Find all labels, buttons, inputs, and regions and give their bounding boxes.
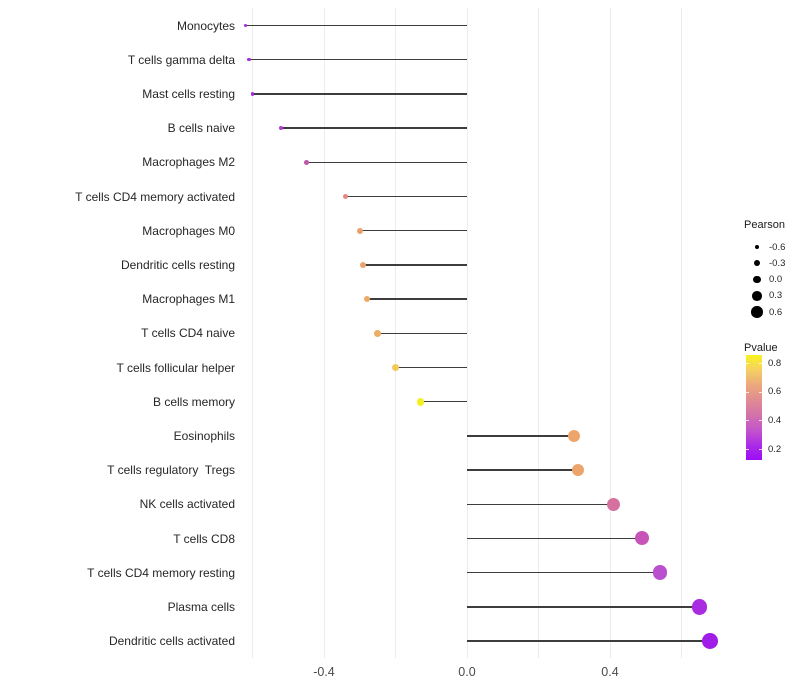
pvalue-colorbar-label: 0.4: [768, 414, 782, 426]
gridline: [252, 8, 253, 658]
pearson-legend-dot: [755, 245, 759, 249]
y-axis-label: Macrophages M2: [142, 155, 235, 170]
y-axis-label: Macrophages M0: [142, 223, 235, 238]
y-axis-label: T cells CD4 memory resting: [87, 565, 235, 580]
gridline: [466, 8, 468, 658]
lollipop-stem: [248, 58, 467, 61]
pvalue-colorbar-label: 0.8: [768, 357, 782, 369]
lollipop-point: [243, 23, 247, 28]
lollipop-point: [635, 531, 650, 546]
lollipop-point: [342, 193, 349, 200]
lollipop-stem: [467, 469, 578, 471]
x-axis-tick-label: 0.4: [601, 665, 619, 679]
pearson-legend-label: 0.6: [769, 306, 783, 318]
lollipop-stem: [359, 229, 467, 232]
gridline: [323, 8, 325, 658]
y-axis-label: NK cells activated: [139, 497, 235, 512]
pvalue-colorbar-label: 0.6: [768, 386, 782, 398]
pvalue-colorbar-tick-mark: [759, 420, 762, 422]
pvalue-colorbar-tick-mark: [746, 420, 749, 422]
y-axis-label: Dendritic cells resting: [120, 257, 235, 272]
lollipop-point: [360, 261, 367, 269]
lollipop-point: [416, 397, 425, 406]
lollipop-point: [247, 58, 251, 62]
lollipop-stem: [420, 400, 467, 403]
pvalue-legend-title: Pvalue: [744, 342, 778, 354]
pvalue-colorbar-tick-mark: [759, 449, 762, 451]
lollipop-point: [391, 363, 400, 372]
y-axis-label: T cells regulatory Tregs: [107, 463, 235, 478]
lollipop-stem: [467, 571, 661, 574]
y-axis-label: T cells CD4 memory activated: [75, 189, 235, 204]
lollipop-point: [568, 429, 581, 442]
lollipop-point: [702, 633, 719, 650]
lollipop-point: [571, 463, 584, 477]
gridline: [538, 8, 539, 658]
y-axis-label: T cells follicular helper: [116, 360, 236, 375]
lollipop-point: [606, 497, 621, 511]
lollipop-point: [652, 565, 668, 580]
pearson-legend-label: -0.6: [769, 241, 786, 253]
gridline: [681, 8, 682, 658]
pvalue-colorbar: [746, 355, 762, 460]
lollipop-stem: [467, 606, 700, 608]
pearson-legend-dot: [754, 260, 760, 267]
y-axis-label: Plasma cells: [167, 599, 235, 614]
lollipop-stem: [281, 127, 467, 129]
lollipop-stem: [363, 264, 467, 266]
y-axis-label: Monocytes: [176, 18, 235, 33]
lollipop-stem: [306, 161, 467, 164]
lollipop-stem: [467, 537, 643, 540]
lollipop-stem: [377, 332, 467, 335]
y-axis-label: Dendritic cells activated: [108, 634, 235, 649]
pearson-legend-dot: [752, 291, 762, 301]
y-axis-label: Eosinophils: [173, 428, 235, 443]
lollipop-stem: [366, 298, 467, 300]
lollipop-stem: [345, 195, 467, 198]
lollipop-point: [363, 295, 371, 303]
lollipop-stem: [467, 503, 614, 506]
lollipop-point: [279, 126, 284, 131]
y-axis-label: B cells memory: [152, 394, 235, 409]
lollipop-point: [356, 227, 363, 234]
y-axis-label: Macrophages M1: [142, 292, 235, 307]
lollipop-point: [691, 599, 708, 615]
y-axis-label: T cells gamma delta: [127, 52, 235, 67]
pearson-legend-dot: [751, 306, 763, 318]
lollipop-point: [250, 92, 255, 96]
pvalue-colorbar-tick-mark: [746, 391, 749, 393]
pearson-legend-label: 0.3: [769, 290, 783, 302]
lollipop-point: [303, 159, 309, 165]
pearson-legend-label: -0.3: [769, 257, 786, 269]
pearson-legend-label: 0.0: [769, 274, 783, 286]
pvalue-colorbar-tick-mark: [759, 391, 762, 393]
pvalue-colorbar-tick-mark: [746, 363, 749, 364]
pvalue-colorbar-label: 0.2: [768, 443, 782, 455]
lollipop-stem: [395, 366, 467, 369]
y-axis-label: Mast cells resting: [142, 86, 235, 101]
x-axis-tick-label: 0.0: [458, 665, 476, 679]
y-axis-label: B cells naive: [167, 121, 235, 136]
x-axis-tick-label: -0.4: [313, 665, 335, 679]
y-axis-label: T cells CD8: [173, 531, 235, 546]
lollipop-stem: [467, 435, 575, 437]
lollipop-stem: [245, 24, 467, 27]
lollipop-stem: [467, 640, 711, 642]
lollipop-stem: [252, 93, 467, 95]
pearson-legend-title: Pearson: [744, 219, 785, 231]
gridline: [609, 8, 611, 658]
y-axis-label: T cells CD4 naive: [141, 326, 235, 341]
pvalue-colorbar-tick-mark: [759, 363, 762, 364]
pvalue-colorbar-tick-mark: [746, 449, 749, 451]
pearson-legend-dot: [753, 275, 761, 284]
lollipop-point: [374, 329, 381, 337]
